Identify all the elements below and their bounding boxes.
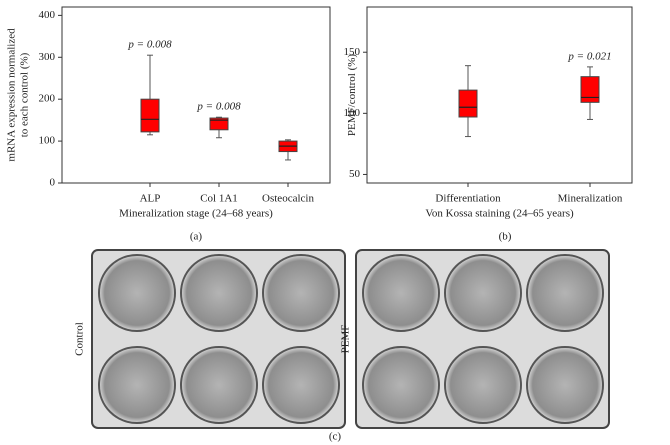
well bbox=[444, 254, 522, 332]
x-axis-label: Mineralization stage (24–68 years) bbox=[119, 208, 273, 220]
well bbox=[98, 346, 176, 424]
x-tick-label: Mineralization bbox=[558, 193, 623, 205]
plate-label: Control bbox=[74, 322, 86, 356]
y-axis-label-line: PEMF/control (%) bbox=[346, 54, 358, 137]
well bbox=[526, 254, 604, 332]
p-value-annotation: p = 0.008 bbox=[196, 101, 241, 113]
y-axis-label-line: mRNA expression normalized bbox=[5, 28, 17, 162]
y-tick-label: 0 bbox=[50, 177, 56, 189]
y-tick-label: 100 bbox=[344, 107, 361, 119]
plate-label: PEMF bbox=[340, 325, 352, 354]
y-tick-label: 150 bbox=[344, 46, 361, 58]
plate-images bbox=[91, 249, 610, 429]
panel-label: (a) bbox=[190, 231, 203, 243]
p-value-annotation: p = 0.008 bbox=[127, 39, 172, 51]
x-axis-label: Von Kossa staining (24–65 years) bbox=[425, 208, 574, 220]
box bbox=[458, 89, 478, 118]
x-tick-label: Col 1A1 bbox=[200, 193, 238, 205]
plot-frame bbox=[366, 6, 633, 184]
y-tick-label: 200 bbox=[39, 93, 56, 105]
well bbox=[262, 346, 340, 424]
well bbox=[444, 346, 522, 424]
y-tick-label: 50 bbox=[349, 168, 361, 180]
y-tick-label: 100 bbox=[39, 135, 56, 147]
well bbox=[362, 346, 440, 424]
well bbox=[180, 346, 258, 424]
well bbox=[262, 254, 340, 332]
well bbox=[362, 254, 440, 332]
box bbox=[209, 117, 229, 131]
y-axis-label: mRNA expression normalizedto each contro… bbox=[5, 28, 30, 162]
box bbox=[140, 98, 160, 133]
box bbox=[580, 76, 600, 103]
p-value-annotation: p = 0.021 bbox=[567, 50, 611, 62]
well bbox=[98, 254, 176, 332]
x-tick-label: ALP bbox=[140, 193, 161, 205]
well bbox=[180, 254, 258, 332]
x-tick-label: Differentiation bbox=[435, 193, 501, 205]
y-tick-label: 300 bbox=[39, 51, 56, 63]
well bbox=[526, 346, 604, 424]
plot-frame bbox=[61, 6, 331, 184]
x-tick-label: Osteocalcin bbox=[262, 193, 314, 205]
y-tick-label: 400 bbox=[39, 9, 56, 21]
panel-label: (b) bbox=[499, 231, 512, 243]
panel-label: (c) bbox=[329, 431, 342, 443]
y-axis-label: PEMF/control (%) bbox=[346, 54, 358, 137]
y-axis-label-line: to each control (%) bbox=[18, 52, 30, 137]
